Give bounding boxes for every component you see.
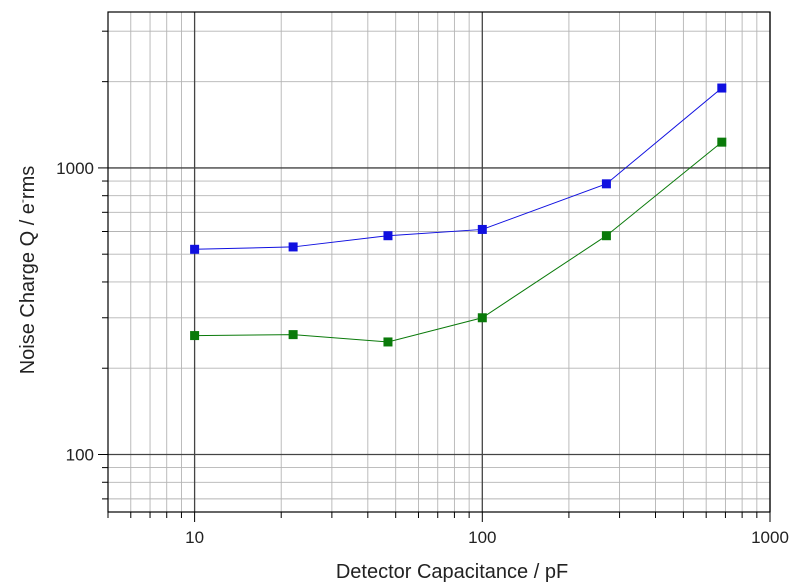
series-2-point: [601, 231, 611, 241]
x-tick-label-10: 10: [185, 528, 204, 547]
series-2-point: [477, 313, 487, 323]
minor-grid: [107, 12, 770, 512]
series-1-point: [288, 242, 298, 252]
series-1-point: [477, 224, 487, 234]
series-2-line: [194, 141, 723, 343]
y-tick-label-1000: 1000: [56, 159, 94, 178]
series-layer: [190, 83, 727, 347]
x-tick-labels: 10 100 1000: [185, 528, 789, 547]
x-axis-title: Detector Capacitance / pF: [336, 561, 568, 583]
series-1-point: [190, 244, 200, 254]
y-tick-label-100: 100: [66, 445, 94, 464]
y-tick-labels: 100 1000: [56, 159, 94, 465]
y-axis-title-rest: rms: [17, 166, 39, 199]
x-tick-label-100: 100: [468, 528, 496, 547]
series-1-point: [601, 179, 611, 189]
series-1-point: [717, 83, 727, 93]
series-1-line: [194, 87, 723, 250]
series-1-point: [383, 231, 393, 241]
series-2-point: [383, 337, 393, 347]
series-2-point: [288, 330, 298, 340]
series-2-point: [717, 137, 727, 147]
y-axis-title-main: Noise Charge Q / e: [17, 203, 39, 374]
y-axis-title: Noise Charge Q / e-rms: [15, 166, 39, 375]
x-tick-label-1000: 1000: [751, 528, 789, 547]
y-axis-title-superscript: -: [15, 199, 29, 203]
plot-frame: [107, 11, 771, 513]
series-2-point: [190, 331, 200, 341]
major-grid: [98, 12, 771, 522]
